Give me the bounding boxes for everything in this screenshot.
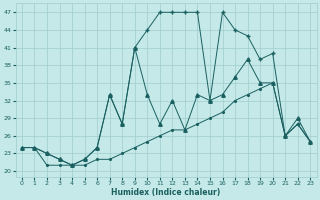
X-axis label: Humidex (Indice chaleur): Humidex (Indice chaleur) [111, 188, 221, 197]
